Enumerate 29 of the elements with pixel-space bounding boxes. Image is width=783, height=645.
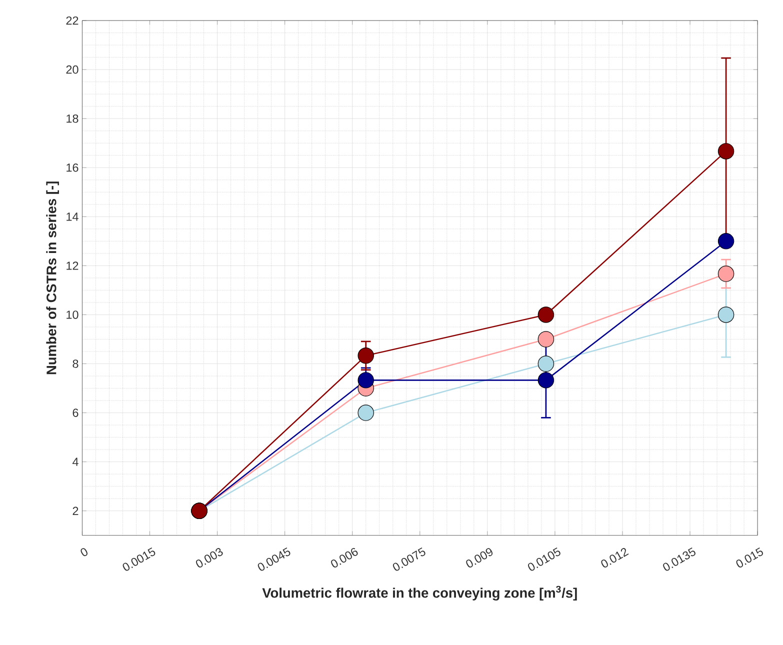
y-tick-label: 4 bbox=[72, 458, 78, 466]
point bbox=[538, 356, 554, 372]
y-tick-label: 8 bbox=[72, 360, 78, 368]
point bbox=[358, 348, 374, 364]
y-tick-label: 12 bbox=[66, 262, 78, 270]
point bbox=[538, 331, 554, 348]
x-tick-label: 0 bbox=[80, 548, 88, 556]
x-tick-label: 0.012 bbox=[601, 548, 629, 568]
y-tick-label: 2 bbox=[72, 506, 78, 515]
point bbox=[358, 404, 374, 421]
point bbox=[538, 306, 554, 323]
y-tick-label: 18 bbox=[66, 114, 78, 123]
point bbox=[718, 143, 734, 160]
y-tick-label: 16 bbox=[66, 163, 78, 172]
point bbox=[718, 266, 734, 282]
x-tick-label: 0.006 bbox=[331, 548, 358, 568]
x-tick-label: 0.009 bbox=[466, 548, 493, 568]
y-tick-label: 20 bbox=[66, 65, 78, 74]
x-axis-title: Volumetric flowrate in the conveying zone [m$^{3}$/s] bbox=[262, 586, 577, 601]
point bbox=[538, 372, 554, 388]
x-tick-label: 0.003 bbox=[196, 548, 223, 568]
point bbox=[718, 233, 734, 250]
y-tick-label: 14 bbox=[66, 212, 78, 221]
point bbox=[358, 372, 374, 388]
y-axis-title: Number of CSTRs in series [-] bbox=[46, 182, 59, 374]
y-tick-label: 6 bbox=[72, 408, 78, 417]
point bbox=[718, 306, 734, 323]
y-tick-label: 10 bbox=[66, 310, 78, 319]
y-tick-label: 22 bbox=[66, 16, 78, 25]
